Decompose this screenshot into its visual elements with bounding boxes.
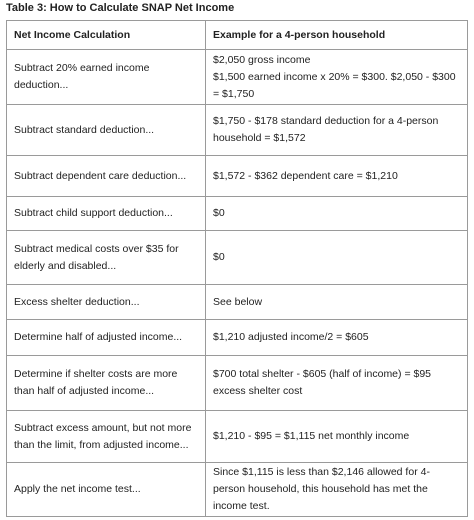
table-cell: $0 [205,230,468,285]
table-cell: $1,210 - $95 = $1,115 net monthly income [205,410,468,463]
table-cell: Subtract dependent care deduction... [6,155,206,197]
table-cell: $1,750 - $178 standard deduction for a 4… [205,104,468,156]
table-row: Excess shelter deduction... See below [6,284,468,320]
table: Net Income Calculation Example for a 4-p… [6,20,468,517]
table-cell: $2,050 gross income $1,500 earned income … [205,49,468,105]
column-header: Net Income Calculation [6,20,206,50]
table-cell: Excess shelter deduction... [6,284,206,320]
table-row: Apply the net income test... Since $1,115… [6,462,468,517]
table-row: Determine if shelter costs are more than… [6,355,468,411]
column-header: Example for a 4-person household [205,20,468,50]
table-cell: Subtract 20% earned income deduction... [6,49,206,105]
table-cell: Subtract child support deduction... [6,196,206,231]
table-row: Determine half of adjusted income... $1,2… [6,319,468,356]
cell-line: $2,050 gross income [213,53,311,66]
table-title: Table 3: How to Calculate SNAP Net Incom… [6,2,235,14]
table-cell: $1,572 - $362 dependent care = $1,210 [205,155,468,197]
table-cell: Subtract medical costs over $35 for elde… [6,230,206,285]
table-row: Subtract 20% earned income deduction... $… [6,49,468,105]
table-row: Subtract excess amount, but not more tha… [6,410,468,463]
table-cell: Subtract standard deduction... [6,104,206,156]
table-cell: Since $1,115 is less than $2,146 allowed… [205,462,468,517]
table-cell: Determine half of adjusted income... [6,319,206,356]
table-row: Subtract standard deduction... $1,750 - $… [6,104,468,156]
table-cell: Subtract excess amount, but not more tha… [6,410,206,463]
table-row: Subtract medical costs over $35 for elde… [6,230,468,285]
table-row: Subtract child support deduction... $0 [6,196,468,231]
table-cell: Apply the net income test... [6,462,206,517]
table-row: Subtract dependent care deduction... $1,5… [6,155,468,197]
table-cell: Determine if shelter costs are more than… [6,355,206,411]
table-cell: $700 total shelter - $605 (half of incom… [205,355,468,411]
cell-line: $1,500 earned income x 20% = $300. $2,05… [213,70,456,100]
table-cell: See below [205,284,468,320]
header-row: Net Income Calculation Example for a 4-p… [6,20,468,50]
table-cell: $1,210 adjusted income/2 = $605 [205,319,468,356]
table-cell: $0 [205,196,468,231]
